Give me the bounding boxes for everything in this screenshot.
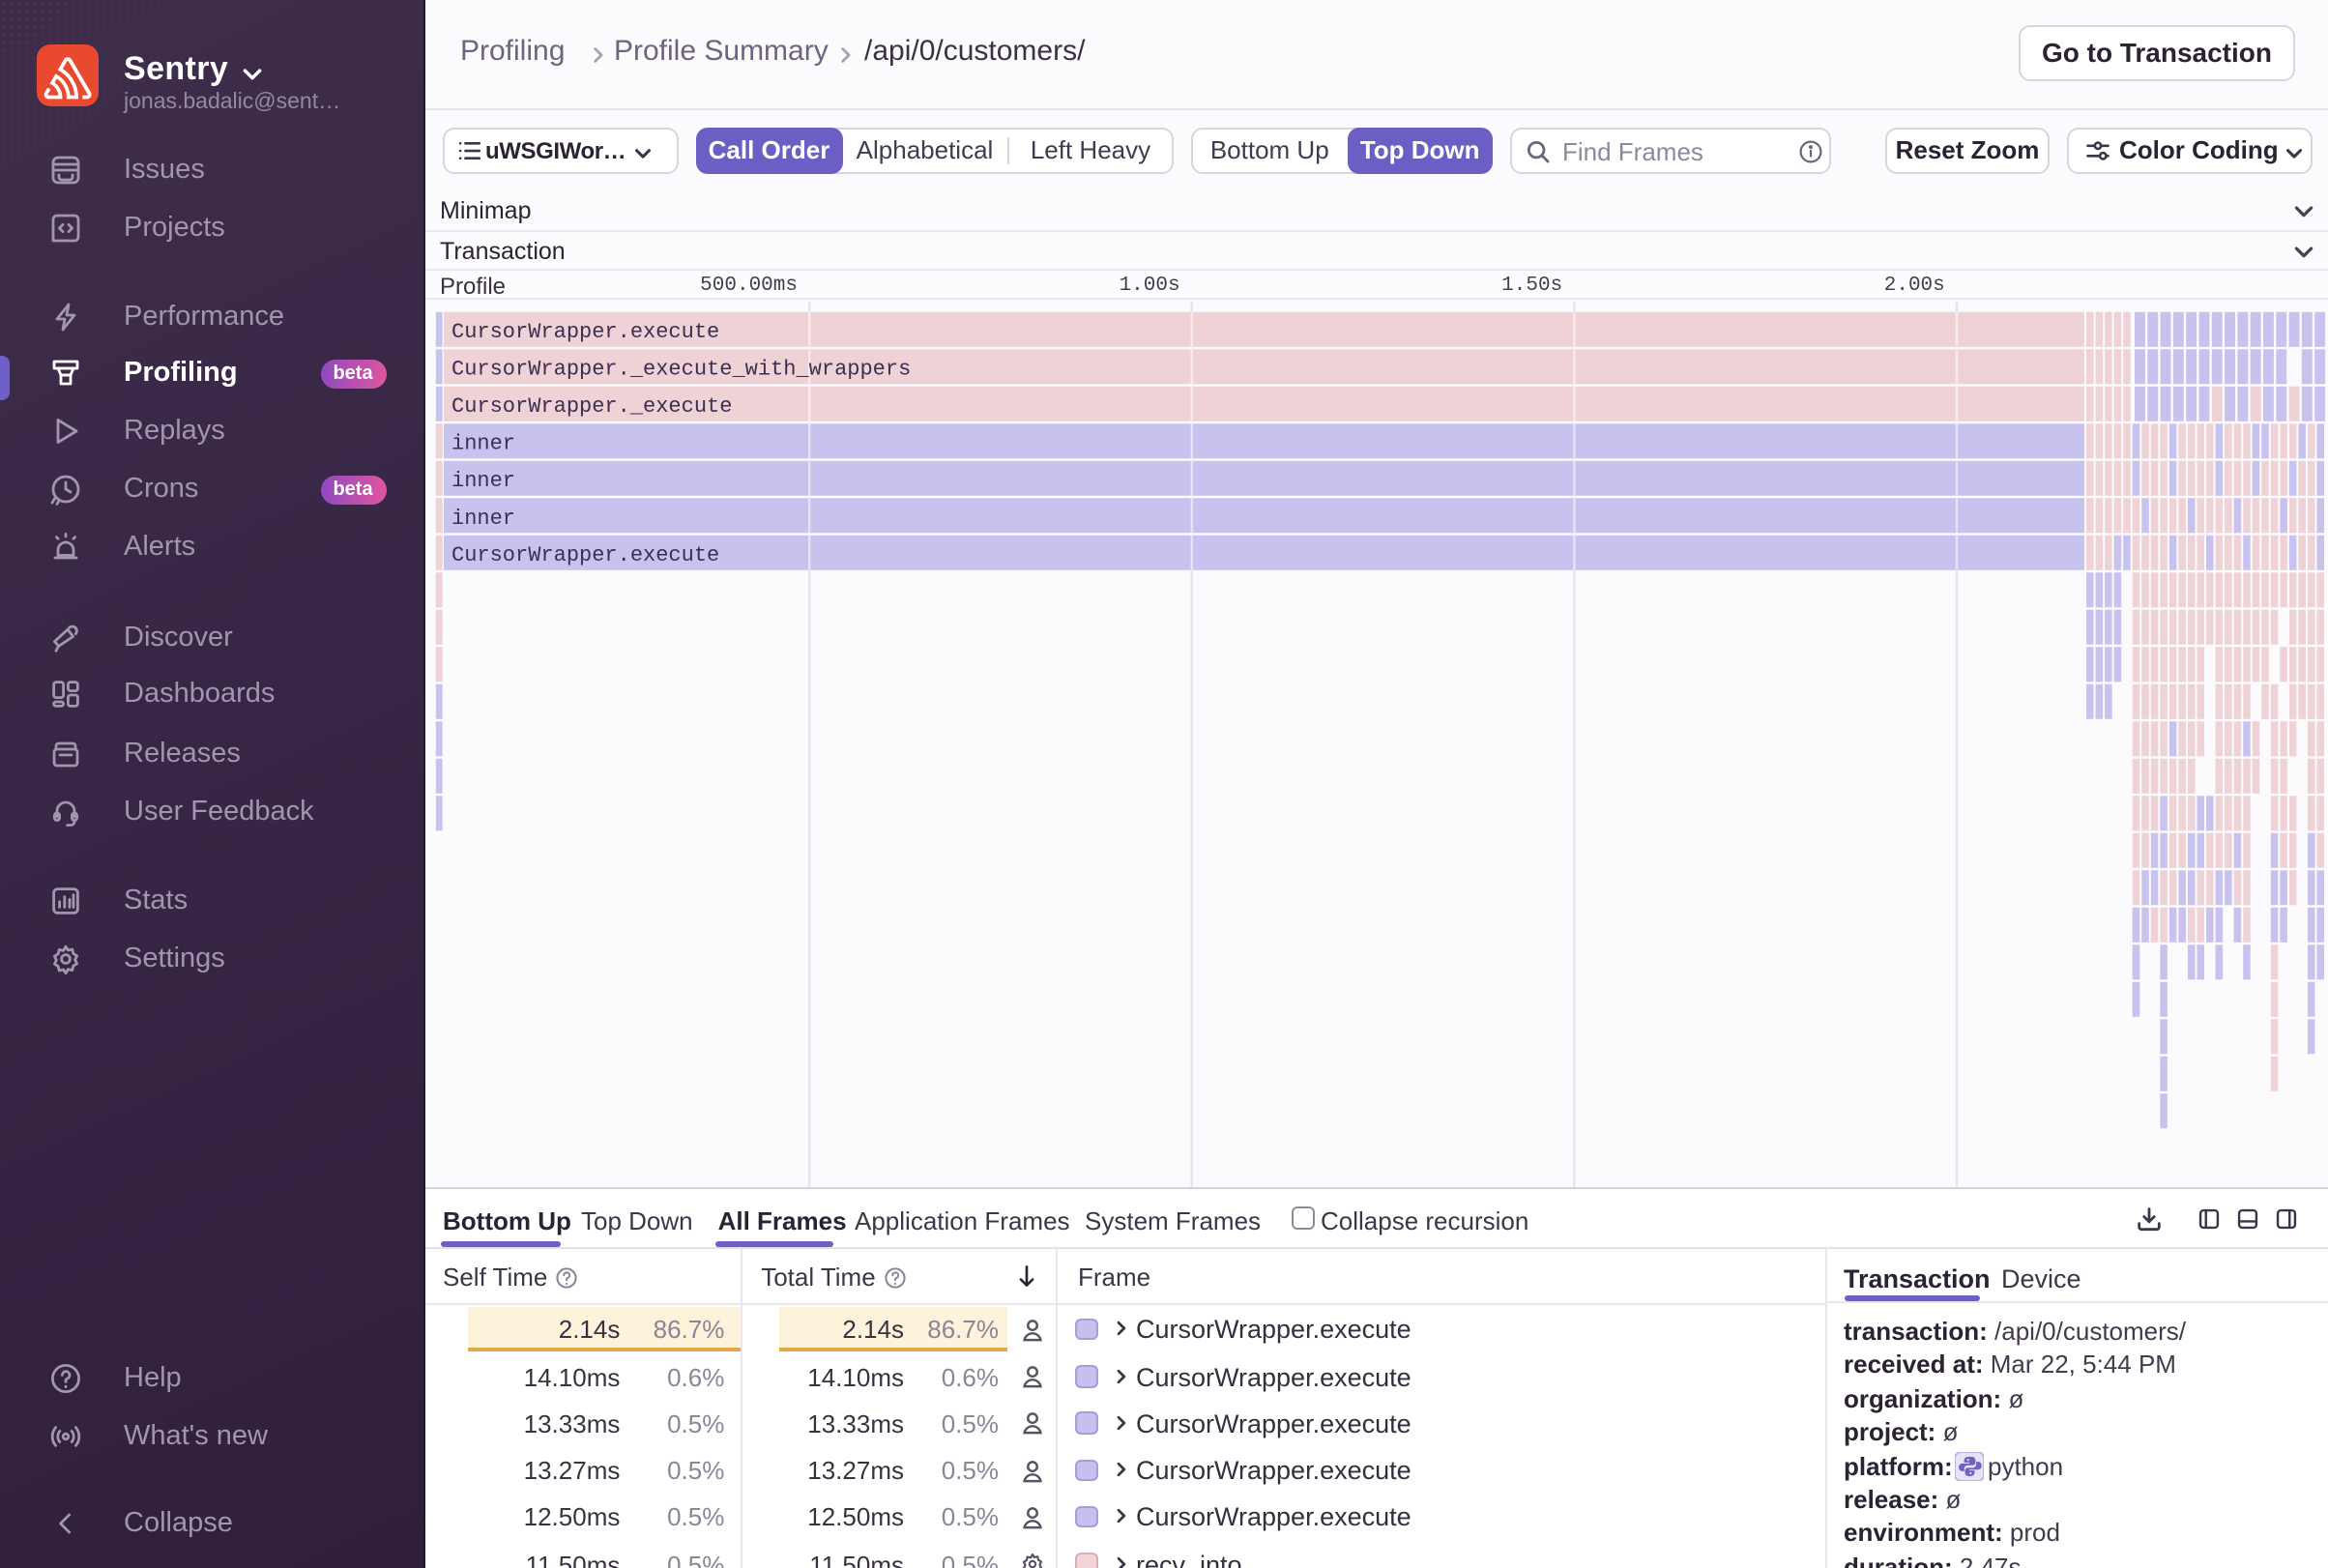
svg-text:CursorWrapper._execute: CursorWrapper._execute: [451, 393, 732, 418]
svg-text:CursorWrapper._execute_with_wr: CursorWrapper._execute_with_wrappers: [451, 357, 911, 381]
svg-text:CursorWrapper.execute: CursorWrapper.execute: [451, 542, 719, 566]
svg-text:inner: inner: [451, 431, 515, 455]
svg-text:inner: inner: [451, 506, 515, 530]
svg-text:CursorWrapper.execute: CursorWrapper.execute: [451, 319, 719, 343]
svg-text:inner: inner: [451, 468, 515, 492]
